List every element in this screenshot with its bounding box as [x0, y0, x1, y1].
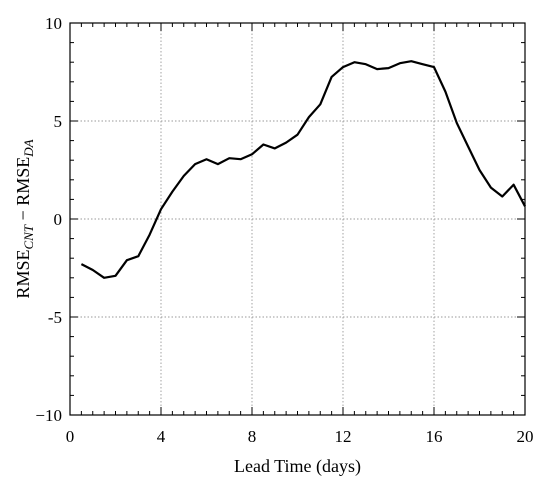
x-tick-label: 4 — [157, 427, 166, 446]
y-tick-labels: −10 -5 0 5 10 — [35, 14, 62, 425]
x-tick-label: 0 — [66, 427, 75, 446]
x-tick-label: 12 — [335, 427, 352, 446]
x-tick-labels: 0 4 8 12 16 20 — [66, 427, 534, 446]
plot-frame — [69, 22, 526, 416]
y-tick-label: −10 — [35, 406, 62, 425]
y-axis-title: RMSECNT − RMSEDA — [13, 139, 36, 298]
grid — [70, 23, 525, 415]
y-tick-label: 5 — [54, 112, 63, 131]
y-axis-title-subscript: CNT — [21, 224, 36, 249]
series-line — [80, 60, 526, 279]
y-tick-label: 10 — [45, 14, 62, 33]
y-axis-title-subscript: DA — [21, 139, 36, 157]
y-tick-label: -5 — [48, 308, 62, 327]
x-tick-label: 20 — [517, 427, 534, 446]
x-tick-label: 8 — [248, 427, 257, 446]
y-axis-title-part: − RMSE — [13, 157, 33, 225]
series-layer — [80, 60, 526, 279]
y-tick-label: 0 — [54, 210, 63, 229]
y-axis-title-part: RMSE — [13, 250, 33, 299]
x-tick-label: 16 — [426, 427, 443, 446]
x-axis-title: Lead Time (days) — [234, 456, 361, 477]
